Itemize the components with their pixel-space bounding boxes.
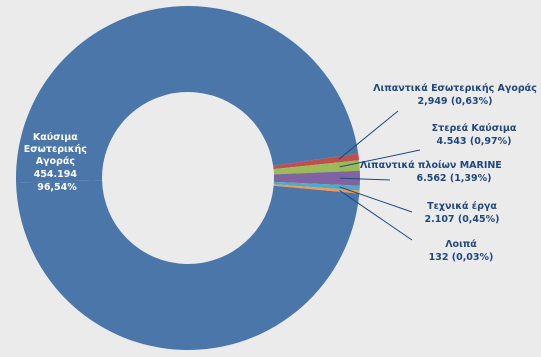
label-marine-lubricants-value-num: 6.562 (416, 173, 446, 184)
main-slice-percent: 96,54% (37, 182, 77, 193)
label-other-name: Λοιπά (445, 239, 477, 250)
label-solid-fuels: Στερεά Καύσιμα 4.543 (0,97%) (432, 123, 517, 147)
slice-main-b (16, 6, 359, 183)
label-technical-works: Τεχνικά έργα 2.107 (0,45%) (424, 201, 499, 225)
label-technical-works-value: 2.107 (0,45%) (424, 214, 499, 225)
label-other-pct: (0,03%) (452, 252, 494, 263)
label-solid-fuels-value-num: 4.543 (436, 136, 466, 147)
label-other-value: 132 (0,03%) (429, 252, 494, 263)
label-lubricants-domestic: Λιπαντικά Εσωτερικής Αγοράς 2,949 (0,63%… (373, 83, 537, 107)
label-lubricants-domestic-value-num: 2,949 (417, 96, 447, 107)
leader-line-4 (339, 186, 413, 213)
slice-main-a (16, 180, 360, 351)
label-solid-fuels-value: 4.543 (0,97%) (436, 136, 511, 147)
label-solid-fuels-pct: (0,97%) (470, 136, 512, 147)
label-lubricants-domestic-pct: (0,63%) (451, 96, 493, 107)
main-slice-name-line3: Αγοράς (36, 156, 75, 167)
main-slice-label: Καύσιμα Εσωτερικής Αγοράς 454.194 96,54% (24, 132, 90, 193)
leader-line-2 (339, 149, 421, 168)
slice-small-2 (273, 160, 360, 175)
label-marine-lubricants-name: Λιπαντικά πλοίων MARINE (360, 160, 502, 171)
label-marine-lubricants-pct: (1,39%) (450, 173, 492, 184)
label-other-value-num: 132 (429, 252, 449, 263)
slice-small-5 (273, 184, 360, 194)
slice-small-4 (273, 181, 360, 191)
label-lubricants-domestic-value: 2,949 (0,63%) (417, 96, 492, 107)
slice-small-1 (273, 153, 360, 170)
slices-group (16, 6, 360, 351)
main-slice-name-line2: Εσωτερικής (24, 144, 87, 155)
label-technical-works-name: Τεχνικά έργα (427, 201, 497, 212)
label-marine-lubricants: Λιπαντικά πλοίων MARINE 6.562 (1,39%) (360, 160, 502, 184)
leader-line-5 (339, 190, 413, 241)
leader-line-1 (338, 110, 399, 160)
label-marine-lubricants-value: 6.562 (1,39%) (416, 173, 491, 184)
label-lubricants-domestic-name: Λιπαντικά Εσωτερικής Αγοράς (373, 83, 537, 94)
label-technical-works-value-num: 2.107 (424, 214, 454, 225)
label-technical-works-pct: (0,45%) (458, 214, 500, 225)
main-slice-value: 454.194 (34, 169, 78, 180)
slice-small-3 (273, 170, 360, 186)
leader-lines-group (338, 110, 421, 241)
main-slice-name-line1: Καύσιμα (33, 132, 78, 143)
label-solid-fuels-name: Στερεά Καύσιμα (432, 123, 517, 134)
leader-line-3 (339, 177, 391, 181)
label-other: Λοιπά 132 (0,03%) (429, 239, 494, 263)
